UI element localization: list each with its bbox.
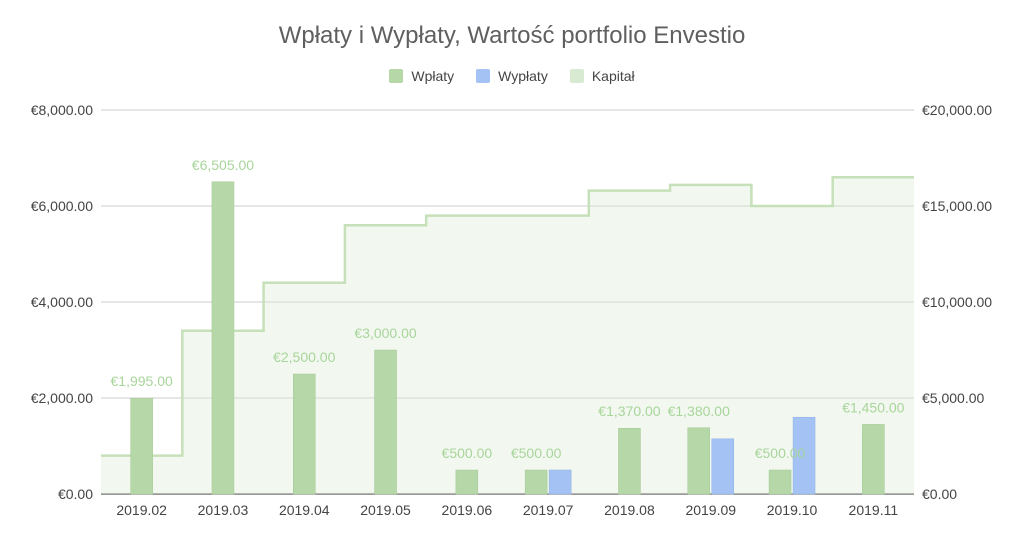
y-left-tick-label: €2,000.00 <box>31 390 93 406</box>
x-tick-label: 2019.04 <box>279 502 330 518</box>
x-tick-label: 2019.11 <box>849 502 899 518</box>
legend: Wpłaty Wypłaty Kapitał <box>0 68 1024 84</box>
x-tick-label: 2019.10 <box>767 502 818 518</box>
y-right-tick-label: €10,000.00 <box>922 294 992 310</box>
legend-item-wplaty[interactable]: Wpłaty <box>389 68 454 84</box>
bar-wplaty <box>374 349 397 495</box>
bar-wplaty <box>618 427 641 495</box>
legend-swatch-kapital <box>569 69 584 83</box>
data-label: €1,370.00 <box>598 403 660 419</box>
data-label: €1,380.00 <box>668 403 730 419</box>
legend-label-wyplaty: Wypłaty <box>498 68 548 84</box>
data-label: €1,995.00 <box>111 373 173 389</box>
x-tick-label: 2019.02 <box>116 502 167 518</box>
bar-wyplaty <box>792 416 816 495</box>
data-label: €500.00 <box>442 445 493 461</box>
bar-wplaty <box>768 469 792 495</box>
y-left-tick-label: €0.00 <box>58 486 93 502</box>
data-label: €2,500.00 <box>273 349 335 365</box>
x-tick-label: 2019.08 <box>604 502 655 518</box>
bar-wplaty <box>524 469 548 495</box>
bar-wplaty <box>211 181 235 495</box>
legend-label-wplaty: Wpłaty <box>411 68 455 84</box>
y-right-tick-label: €15,000.00 <box>922 198 992 214</box>
x-tick-label: 2019.09 <box>685 502 736 518</box>
bar-wplaty <box>293 373 316 495</box>
y-left-tick-label: €6,000.00 <box>31 198 93 214</box>
bar-wplaty <box>455 469 479 495</box>
bar-wyplaty <box>548 469 572 495</box>
legend-swatch-wplaty <box>389 69 404 83</box>
x-tick-label: 2019.03 <box>198 502 249 518</box>
legend-item-kapital[interactable]: Kapitał <box>569 68 635 84</box>
legend-label-kapital: Kapitał <box>591 68 635 84</box>
data-label: €500.00 <box>511 445 562 461</box>
data-label: €500.00 <box>755 445 806 461</box>
bar-wplaty <box>130 397 153 495</box>
bar-wyplaty <box>711 438 734 495</box>
data-label: €3,000.00 <box>354 325 416 341</box>
y-right-tick-label: €20,000.00 <box>922 102 992 118</box>
y-left-tick-label: €4,000.00 <box>31 294 93 310</box>
x-tick-label: 2019.07 <box>523 502 574 518</box>
kapital-line <box>101 175 914 457</box>
x-tick-label: 2019.05 <box>360 502 411 518</box>
y-left-tick-label: €8,000.00 <box>31 102 93 118</box>
bar-wplaty <box>862 424 885 495</box>
chart-title: Wpłaty i Wypłaty, Wartość portfolio Enve… <box>278 22 746 49</box>
y-right-tick-label: €5,000.00 <box>922 390 984 406</box>
legend-item-wyplaty[interactable]: Wypłaty <box>476 68 548 84</box>
data-label: €6,505.00 <box>192 157 254 173</box>
bar-wplaty <box>687 427 710 495</box>
x-tick-label: 2019.06 <box>442 502 493 518</box>
data-label: €1,450.00 <box>842 399 904 415</box>
legend-swatch-wyplaty <box>476 69 491 83</box>
y-right-tick-label: €0.00 <box>922 486 957 502</box>
